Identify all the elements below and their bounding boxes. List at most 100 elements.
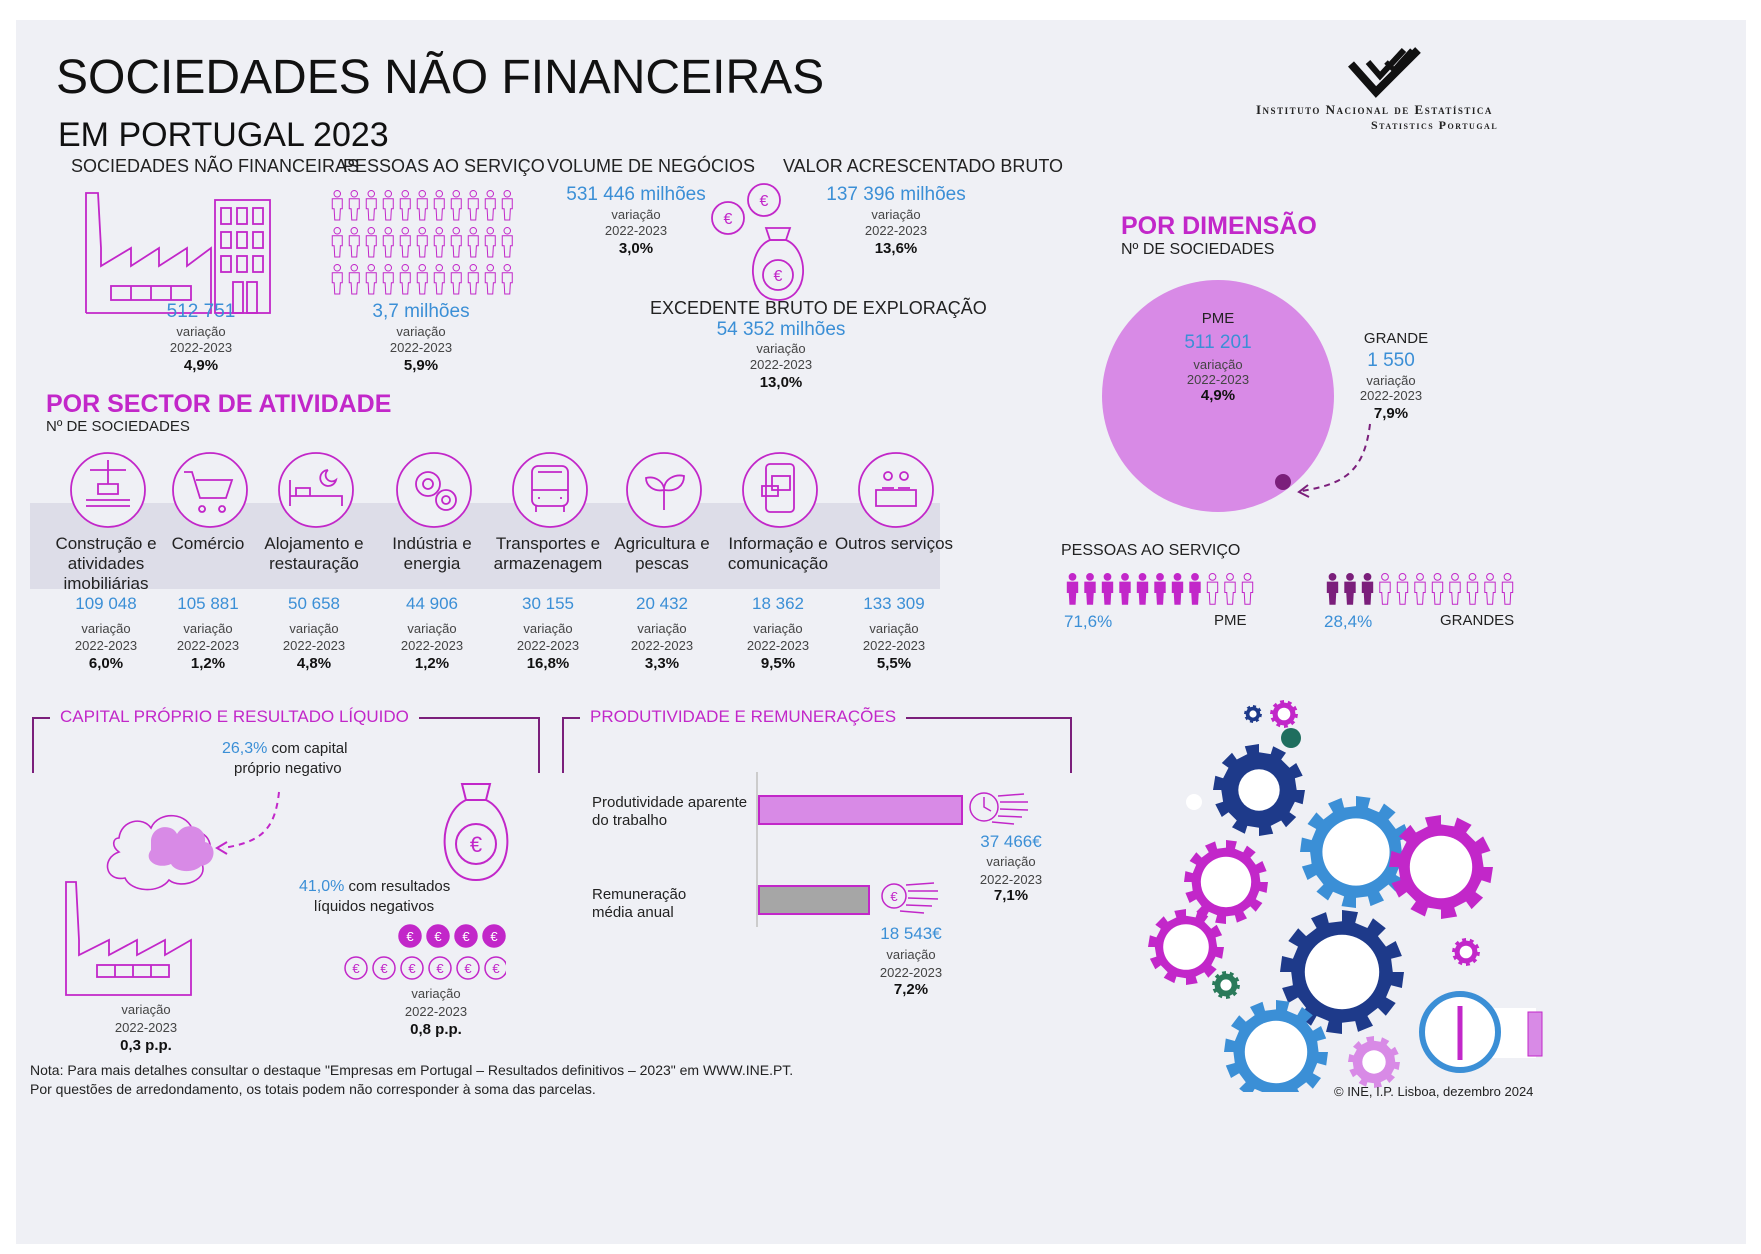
- person-icon: [399, 227, 411, 258]
- kpi-sociedades-label: SOCIEDADES NÃO FINANCEIRAS: [71, 156, 360, 176]
- euro-coin-icon: €: [484, 956, 506, 980]
- sector-period: 2022-2023: [282, 638, 346, 653]
- person-icon: [348, 190, 360, 221]
- decor-dot: [1186, 794, 1202, 810]
- target-gear-icon: [1148, 909, 1224, 985]
- kpi-sociedades-change: 4,9%: [183, 357, 219, 374]
- hand-coin-icon: €: [872, 873, 942, 919]
- sector-period: 2022-2023: [176, 638, 240, 653]
- sector-variation: variação: [289, 621, 339, 636]
- rem-label-line2: média anual: [592, 904, 674, 921]
- kpi-pessoas-period: 2022-2023: [389, 340, 453, 355]
- person-filled-icon: [1326, 573, 1339, 605]
- dimension-subtitle: Nº DE SOCIEDADES: [1121, 241, 1275, 258]
- kpi-vab-variation: variação: [871, 207, 921, 222]
- kpi-sociedades-period: 2022-2023: [169, 340, 233, 355]
- sector-value: 30 155: [522, 594, 574, 613]
- person-outline-icon: [1484, 573, 1496, 605]
- person-icon: [348, 264, 360, 295]
- person-icon: [331, 190, 343, 221]
- person-icon: [382, 264, 394, 295]
- kpi-sociedades-value: 512 751: [166, 301, 236, 322]
- bus-icon: [510, 450, 590, 530]
- kpi-volume-change: 3,0%: [618, 240, 654, 257]
- green-gear-icon: [1212, 971, 1240, 999]
- euro-coin-icon: €: [372, 956, 396, 980]
- sector-value: 50 658: [288, 594, 340, 613]
- person-icon: [365, 264, 377, 295]
- capital-equity-period: 2022-2023: [114, 1020, 178, 1035]
- person-filled-icon: [1154, 573, 1166, 605]
- neg-equity-line1: 26,3% com capital: [222, 740, 347, 758]
- brain-gear-icon: [1224, 1000, 1328, 1092]
- svg-text:€: €: [436, 961, 444, 976]
- person-icon: [382, 190, 394, 221]
- sector-variation: variação: [753, 621, 803, 636]
- gears-icon: [394, 450, 474, 530]
- persons-pme-share: 71,6%: [1064, 612, 1113, 631]
- prod-label: Produtividade aparente do trabalho: [592, 794, 747, 830]
- dimension-title: POR DIMENSÃO: [1121, 212, 1317, 240]
- tiny-magenta-gear-icon: [1270, 700, 1298, 728]
- people-desk-icon: [856, 450, 936, 530]
- navy-gear-icon: [1213, 744, 1305, 836]
- euro-coin-stack-icon: € € € € € € € € € €: [326, 920, 506, 986]
- magenta-gear-icon: [1184, 840, 1268, 924]
- kpi-volume-period: 2022-2023: [604, 223, 668, 238]
- sector-change: 1,2%: [414, 655, 450, 672]
- svg-text:€: €: [464, 961, 472, 976]
- sector-title: POR SECTOR DE ATIVIDADE: [46, 390, 392, 418]
- pme-value: 511 201: [1184, 332, 1252, 353]
- prod-label-line1: Produtividade aparente: [592, 794, 748, 811]
- sector-name: Comércio: [171, 534, 245, 553]
- kpi-volume-label: VOLUME DE NEGÓCIOS: [547, 156, 756, 176]
- sector-variation: variação: [869, 621, 919, 636]
- crane-icon: [68, 450, 148, 530]
- sector-period: 2022-2023: [400, 638, 464, 653]
- person-filled-icon: [1136, 573, 1149, 605]
- prod-change: 7,1%: [993, 887, 1029, 904]
- sector-change: 16,8%: [526, 655, 570, 672]
- neg-equity-text1: com capital: [271, 740, 348, 757]
- person-icon: [365, 190, 377, 221]
- person-icon: [365, 227, 377, 258]
- sector-name: Construção e atividades imobiliárias: [55, 534, 157, 593]
- sector-period: 2022-2023: [74, 638, 138, 653]
- kpi-volume-value: 531 446 milhões: [566, 184, 706, 205]
- person-outline-icon: [1224, 573, 1236, 605]
- person-icon: [450, 190, 462, 221]
- person-icon: [450, 227, 462, 258]
- sector-value: 109 048: [75, 594, 137, 613]
- person-filled-icon: [1084, 573, 1096, 605]
- cart-icon: [170, 450, 250, 530]
- person-icon: [433, 264, 445, 295]
- pme-label: PME: [1201, 310, 1235, 327]
- productivity-title: PRODUTIVIDADE E REMUNERAÇÕES: [580, 707, 907, 727]
- factory-icon: [81, 188, 291, 318]
- svg-text:€: €: [470, 832, 482, 857]
- footer-note1: Nota: Para mais detalhes consultar o des…: [30, 1062, 794, 1078]
- rem-label: Remuneração média anual: [592, 886, 686, 922]
- kpi-volume-variation: variação: [611, 207, 661, 222]
- plant-icon: [624, 450, 704, 530]
- capital-equity-variation: variação: [121, 1002, 171, 1017]
- person-icon: [484, 190, 496, 221]
- bed-icon: [276, 450, 356, 530]
- sector-name: Alojamento e restauração: [264, 534, 364, 573]
- person-icon: [467, 190, 479, 221]
- person-filled-icon: [1171, 573, 1184, 605]
- rem-period: 2022-2023: [879, 965, 943, 980]
- bar-axis: [756, 772, 758, 927]
- person-filled-icon: [1066, 573, 1079, 605]
- svg-text:€: €: [406, 929, 414, 944]
- person-icon: [331, 227, 343, 258]
- hand-clock-icon: [962, 784, 1032, 830]
- kpi-pessoas-value: 3,7 milhões: [372, 301, 470, 322]
- rem-label-line1: Remuneração: [592, 886, 687, 903]
- footer-note2: Por questões de arredondamento, os totai…: [30, 1081, 596, 1097]
- sector-name: Transportes e armazenagem: [493, 534, 603, 573]
- sector-variation: variação: [183, 621, 233, 636]
- sector-variation: variação: [523, 621, 573, 636]
- grande-change: 7,9%: [1373, 405, 1409, 422]
- svg-text:€: €: [760, 193, 769, 210]
